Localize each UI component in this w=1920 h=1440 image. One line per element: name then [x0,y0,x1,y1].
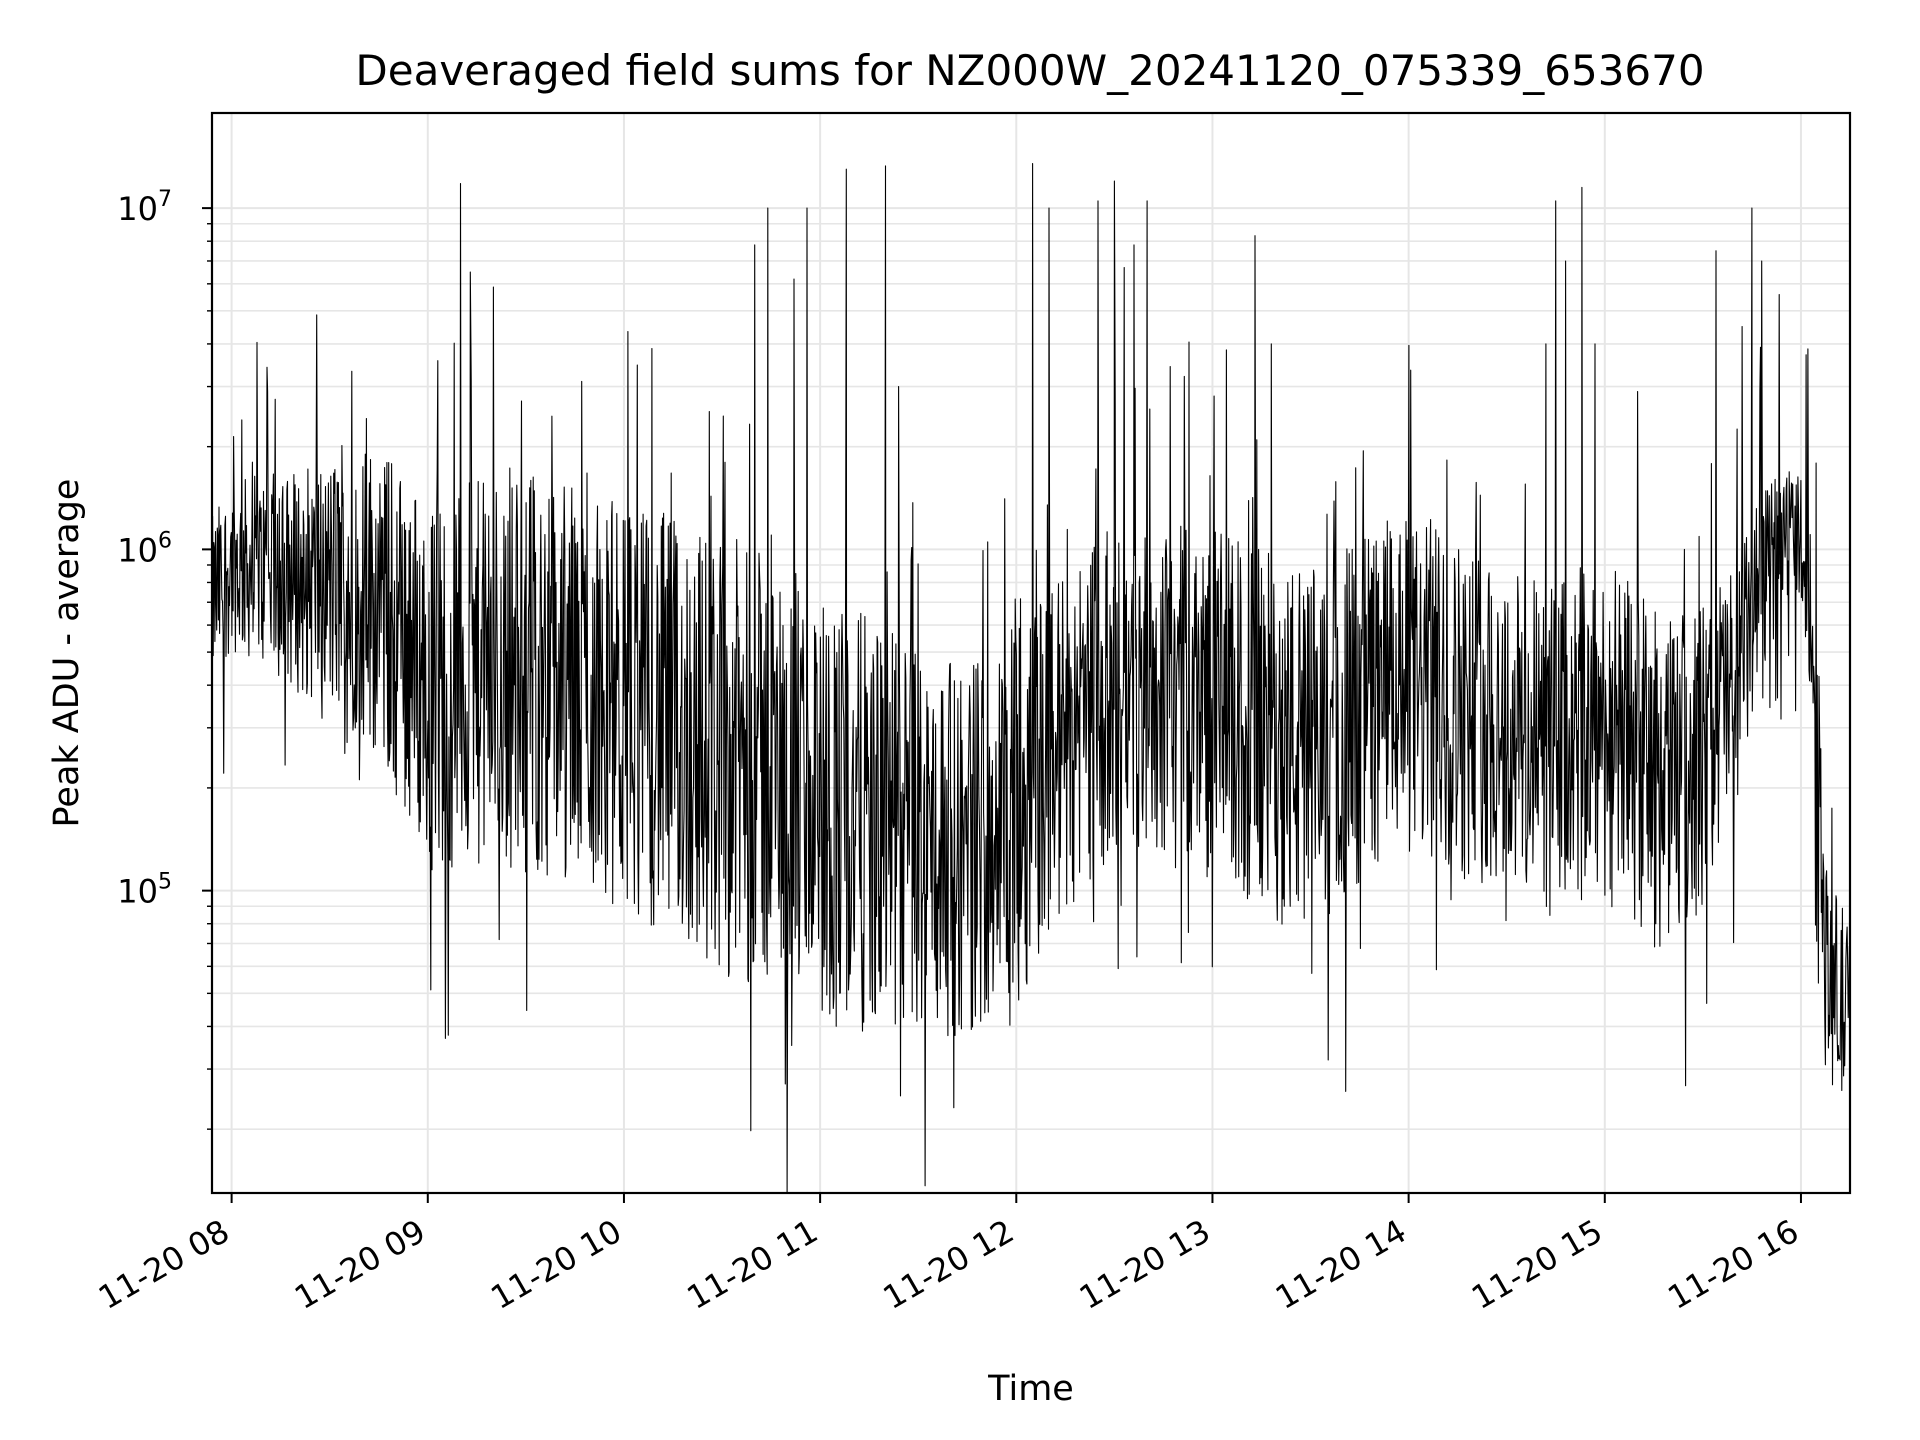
y-tick-label: 106 [117,528,172,569]
series-path [211,163,1851,1194]
y-tick-label: 107 [117,187,172,228]
y-axis-label: Peak ADU - average [47,479,87,828]
chart-title: Deaveraged field sums for NZ000W_2024112… [355,46,1704,95]
plot-frame [210,111,1852,1195]
y-axis: 105 106 107 [117,187,212,1130]
x-axis-label: Time [987,1369,1074,1409]
series-line [211,163,1851,1194]
y-tick-label: 105 [117,870,172,911]
